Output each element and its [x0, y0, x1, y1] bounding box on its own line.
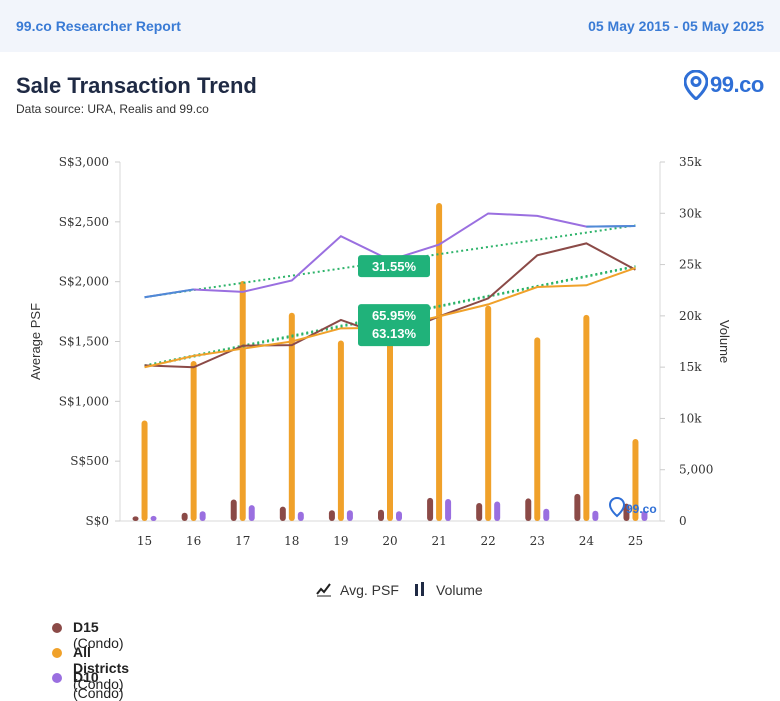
- chart-mode-legend: Avg. PSF Volume: [0, 580, 780, 602]
- volume-bar: [632, 438, 639, 521]
- x-tick-label: 16: [186, 534, 201, 548]
- volume-bar: [150, 515, 157, 521]
- sale-transaction-chart: S$0 S$500 S$1,000 S$1,500 S$2,000 S$2,500 S$3,…: [28, 155, 732, 548]
- psf-line-segment: [144, 288, 194, 299]
- change-badge: [358, 304, 430, 347]
- volume-bar: [396, 511, 402, 521]
- psf-line-segment: [586, 225, 636, 228]
- volume-bar: [346, 510, 353, 521]
- change-badge: [358, 255, 430, 278]
- line-chart-icon: [316, 583, 331, 597]
- y2-axis-title: Volume: [717, 320, 732, 363]
- x-tick-label: 19: [333, 534, 348, 548]
- volume-bar: [445, 498, 452, 521]
- x-tick-label: 15: [137, 534, 152, 548]
- legend-dot: [52, 623, 62, 633]
- volume-bar: [190, 360, 197, 521]
- legend-suffix: (Condo): [73, 685, 124, 701]
- volume-bar: [248, 505, 255, 521]
- legend-suffix: (Condo): [73, 676, 124, 692]
- volume-bar: [199, 511, 206, 521]
- brand-logo: 99.co: [684, 70, 764, 100]
- location-pin-icon: [684, 70, 708, 100]
- y-axis-title: Average PSF: [28, 303, 43, 380]
- legend-dot: [52, 648, 62, 658]
- legend-suffix: (Condo): [73, 635, 124, 651]
- x-tick-label: 25: [628, 534, 643, 548]
- legend-name: All Districts: [73, 644, 130, 676]
- volume-bar: [592, 510, 599, 521]
- legend-dot: [52, 673, 62, 683]
- x-tick-label: 17: [235, 534, 250, 548]
- y2-tick-label: 0: [679, 514, 687, 528]
- volume-bar: [427, 497, 434, 521]
- y-tick-label: S$500: [70, 454, 109, 468]
- volume-bar: [641, 510, 648, 521]
- volume-bar: [436, 203, 443, 521]
- volume-bar: [337, 340, 344, 521]
- volume-bar: [494, 501, 501, 521]
- y2-tick-label: 30k: [679, 206, 702, 220]
- volume-bar: [288, 312, 295, 521]
- change-badge-label: 31.55%: [372, 259, 417, 274]
- volume-bar: [485, 305, 492, 521]
- x-tick-label: 21: [431, 534, 446, 548]
- logo-text: 99.co: [710, 72, 764, 97]
- volume-bar: [387, 316, 393, 521]
- y2-tick-label: 10k: [679, 411, 702, 425]
- y2-tick-label: 20k: [679, 309, 702, 323]
- y-tick-label: S$1,000: [59, 394, 109, 408]
- volume-bar: [583, 314, 590, 521]
- volume-bar: [230, 499, 237, 521]
- volume-bar: [476, 503, 483, 521]
- volume-bar: [534, 337, 541, 521]
- y-tick-label: S$1,500: [59, 335, 109, 349]
- volume-bar: [623, 503, 630, 521]
- x-tick-label: 24: [579, 534, 595, 548]
- volume-bar: [279, 506, 286, 521]
- page-subtitle: Data source: URA, Realis and 99.co: [16, 102, 209, 116]
- volume-bar: [297, 511, 304, 521]
- bar-chart-icon: [415, 582, 424, 596]
- page-title: Sale Transaction Trend: [16, 73, 257, 98]
- x-tick-label: 22: [481, 534, 496, 548]
- change-badge-label: 63.13%: [372, 326, 417, 341]
- y2-tick-label: 15k: [679, 360, 702, 374]
- x-tick-label: 18: [284, 534, 299, 548]
- toggle-volume-label: Volume: [436, 582, 483, 598]
- toggle-avg-psf-label: Avg. PSF: [340, 582, 399, 598]
- y-tick-label: S$2,500: [59, 215, 109, 229]
- x-tick-label: 23: [530, 534, 545, 548]
- y-tick-label: S$0: [86, 514, 110, 528]
- y-tick-label: S$2,000: [59, 275, 109, 289]
- volume-bar: [574, 493, 581, 521]
- report-header: 99.co Researcher Report 05 May 2015 - 05…: [0, 0, 780, 52]
- chart-watermark: 99.co: [626, 502, 657, 516]
- y-tick-label: S$3,000: [59, 155, 109, 169]
- x-tick-label: 20: [382, 534, 397, 548]
- volume-bar: [132, 516, 139, 521]
- volume-bar: [328, 510, 335, 521]
- volume-bar: [141, 420, 148, 521]
- volume-bar: [378, 509, 384, 521]
- volume-bar: [543, 508, 550, 521]
- change-badge-label: 65.95%: [372, 308, 417, 323]
- watermark-pin-icon: [608, 496, 626, 518]
- volume-bar: [525, 498, 532, 521]
- volume-bar: [181, 512, 188, 521]
- y2-tick-label: 35k: [679, 155, 702, 169]
- y2-tick-label: 25k: [679, 258, 702, 272]
- report-name: 99.co Researcher Report: [16, 18, 181, 34]
- legend-name: D10: [73, 669, 99, 685]
- report-date-range: 05 May 2015 - 05 May 2025: [588, 18, 764, 34]
- y2-tick-label: 5,000: [679, 463, 713, 477]
- legend-name: D15: [73, 619, 99, 635]
- volume-bar: [239, 280, 246, 521]
